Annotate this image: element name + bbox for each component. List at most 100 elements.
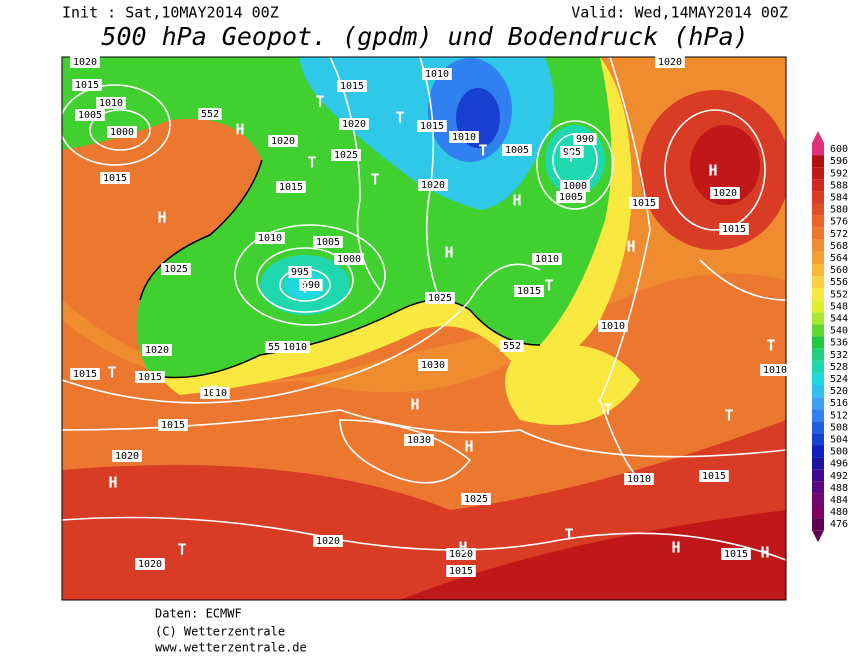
pressure-center: T [307,154,316,172]
isobar-label: 1005 [316,237,340,248]
colorbar-label: 592 [830,168,848,179]
colorbar-label: 596 [830,156,848,167]
isobar-label: 1000 [337,254,361,265]
isobar-label-box [502,144,532,156]
isobar-label: 1015 [161,420,185,431]
isobar-label-box [629,197,659,209]
pressure-center: H [760,544,769,562]
colorbar-label: 580 [830,205,848,216]
isobar-label: 1025 [334,150,358,161]
isobar-label: 1020 [138,559,162,570]
map-title: 500 hPa Geopot. (gpdm) und Bodendruck (h… [101,22,748,51]
isobar-label-box [449,131,479,143]
colorbar-swatch [812,360,824,373]
isobar-label: 1025 [428,293,452,304]
isobar-label-box [135,371,165,383]
isobar-label: 1015 [340,81,364,92]
colorbar-label: 520 [830,386,848,397]
colorbar-label: 568 [830,241,848,252]
isobar-label: 1020 [271,136,295,147]
isobar-label-box [760,364,790,376]
colorbar-swatch [812,336,824,349]
isobar-label-box [112,450,142,462]
isobar-label-box [334,253,364,265]
colorbar-swatch [812,324,824,337]
isobar-label-box [161,263,191,275]
colorbar-label: 552 [830,289,848,300]
pressure-center: H [512,192,521,210]
isobar-label: 1015 [632,198,656,209]
colorbar-swatch [812,385,824,398]
isobar-label-box [710,187,740,199]
isobar-label-box [598,320,628,332]
colorbar-arrow [812,530,824,543]
pressure-center: H [410,396,419,414]
colorbar-swatch [812,300,824,313]
isobar-label: 1020 [115,451,139,462]
isobar-label-box [107,126,137,138]
isobar-label: 1015 [73,369,97,380]
isobar-label-box [331,149,361,161]
isobar-label-box [422,68,452,80]
pressure-center: T [107,364,116,382]
colorbar-swatch [812,203,824,216]
isobar-label-box [417,120,447,132]
isobar-label: 552 [503,341,521,352]
colorbar: 6005965925885845805765725685645605565525… [812,131,848,543]
pressure-center: H [708,162,717,180]
footer-line: (C) Wetterzentrale [155,625,285,639]
colorbar-label: 536 [830,338,848,349]
isobar-label: 1010 [601,321,625,332]
isobar-label-box [313,535,343,547]
colorbar-swatch [812,493,824,506]
isobar-label-box [75,109,105,121]
isobar-label: 1010 [452,132,476,143]
isobar-label: 1010 [203,388,227,399]
pressure-center: T [395,109,404,127]
isobar-label-box [624,473,654,485]
isobar-label-box [721,548,751,560]
isobar-label: 1000 [563,181,587,192]
colorbar-label: 556 [830,277,848,288]
colorbar-label: 588 [830,180,848,191]
isobar-label-box [560,146,584,158]
isobar-label: 1015 [75,80,99,91]
isobar-label-box [70,56,100,68]
pressure-center: T [478,142,487,160]
isobar-label: 1020 [713,188,737,199]
colorbar-swatch [812,167,824,180]
colorbar-label: 500 [830,447,848,458]
pressure-center: T [564,526,573,544]
isobar-label-box [96,97,126,109]
isobar-label-box [719,223,749,235]
colorbar-label: 560 [830,265,848,276]
isobar-label: 1025 [464,494,488,505]
isobar-label-box [446,548,476,560]
isobar-label-box [198,108,222,120]
colorbar-label: 528 [830,362,848,373]
colorbar-label: 540 [830,326,848,337]
isobar-label: 1015 [449,566,473,577]
colorbar-swatch [812,433,824,446]
isobar-label: 1010 [535,254,559,265]
pressure-center: T [544,277,553,295]
isobar-label-box [142,344,172,356]
colorbar-label: 476 [830,519,848,530]
colorbar-swatch [812,155,824,168]
isobar-label: 1020 [145,345,169,356]
pressure-center: T [300,279,309,297]
init-time: Init : Sat,10MAY2014 00Z [62,4,279,22]
colorbar-swatch [812,251,824,264]
colorbar-label: 516 [830,398,848,409]
isobar-label: 1015 [517,286,541,297]
isobar-label-box [404,434,434,446]
pressure-center: H [626,238,635,256]
isobar-label: 1015 [420,121,444,132]
isobar-label: 1015 [702,471,726,482]
pressure-center: T [177,541,186,559]
colorbar-swatch [812,409,824,422]
isobar-label-box [313,236,343,248]
isobar-label-box [425,292,455,304]
isobar-label: 1020 [73,57,97,68]
isobar-label: 1000 [110,127,134,138]
